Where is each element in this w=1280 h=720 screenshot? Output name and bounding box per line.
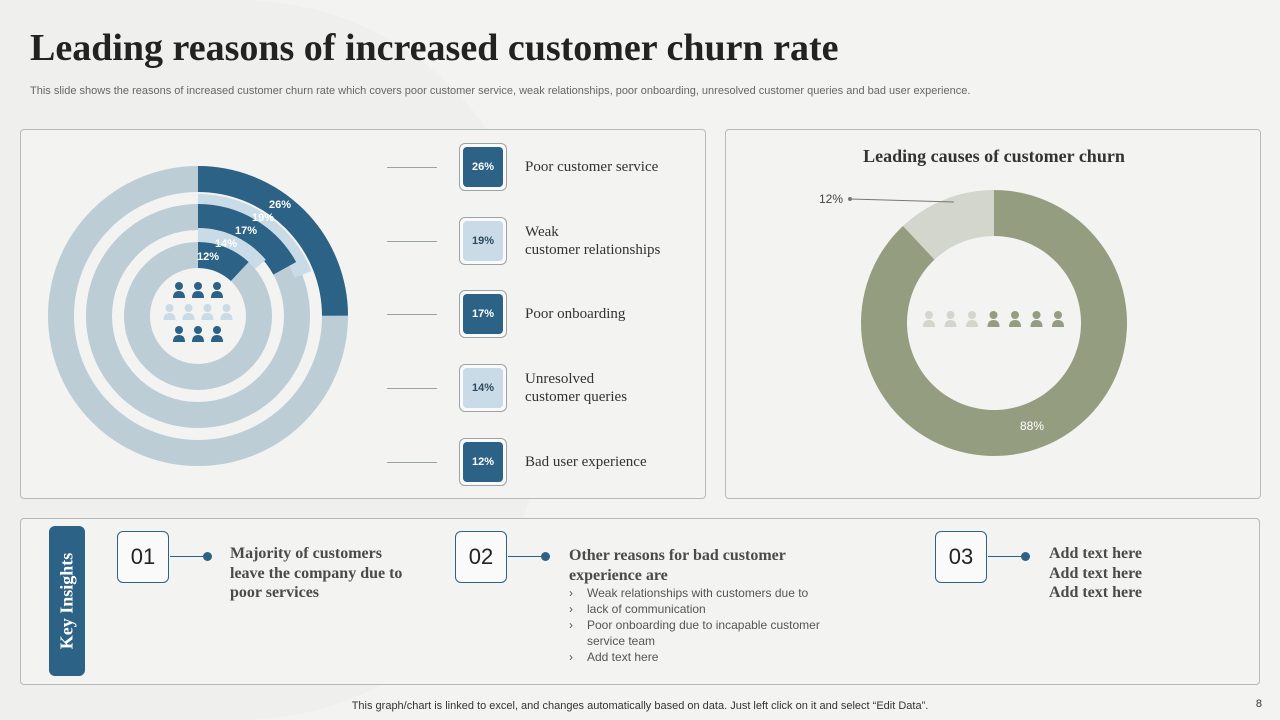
legend-row: 19% Weak customer relationships xyxy=(387,217,695,265)
radial-bar-2[interactable] xyxy=(197,194,312,278)
radial-bar-5[interactable] xyxy=(197,242,249,282)
page-title: Leading reasons of increased customer ch… xyxy=(30,27,839,69)
legend-badge-frame: 17% xyxy=(459,290,507,338)
insight-number-01: 01 xyxy=(117,531,169,583)
radial-label: 14% xyxy=(215,238,237,250)
key-insights-heading: Key Insights xyxy=(56,552,77,650)
insight-dot xyxy=(541,552,550,561)
radial-label: 19% xyxy=(252,212,274,224)
legend-badge: 17% xyxy=(463,294,503,334)
radial-label: 12% xyxy=(197,251,219,263)
legend-badge: 26% xyxy=(463,147,503,187)
bullet-item: Poor onboarding due to incapable custome… xyxy=(569,617,859,649)
insight-connector xyxy=(988,556,1024,557)
radial-bar-4[interactable] xyxy=(197,228,266,270)
bullet-item: lack of communication xyxy=(569,601,869,617)
legend-row: 12% Bad user experience xyxy=(387,438,695,486)
legend-row: 17% Poor onboarding xyxy=(387,290,695,338)
radial-label: 17% xyxy=(235,225,257,237)
person-icon xyxy=(923,311,935,327)
insight-dot xyxy=(203,552,212,561)
legend-label: Bad user experience xyxy=(525,454,647,470)
bullet-item: Weak relationships with customers due to xyxy=(569,585,869,601)
legend-badge-frame: 19% xyxy=(459,217,507,265)
insight-text-02: Other reasons for bad customer experienc… xyxy=(569,547,786,584)
legend-line xyxy=(387,461,437,463)
person-icon xyxy=(173,326,185,342)
donut-label-1: 12% xyxy=(819,192,843,206)
legend-line xyxy=(387,240,437,242)
donut-slice-2[interactable] xyxy=(861,190,1127,456)
person-icon xyxy=(201,304,214,320)
radial-chart-panel: 26% 19% 17% 14% 12% 26% Poor customer servic… xyxy=(20,129,706,499)
donut-chart-panel: Leading causes of customer churn 12% 88% xyxy=(725,129,1261,499)
insight-number-02: 02 xyxy=(455,531,507,583)
donut-leader-line xyxy=(849,198,955,203)
page-number: 8 xyxy=(1255,698,1262,710)
radial-bar-1[interactable] xyxy=(197,166,348,316)
insight-dot xyxy=(1021,552,1030,561)
footer-note: This graph/chart is linked to excel, and… xyxy=(351,700,929,712)
insight-text-01: Majority of customers leave the company … xyxy=(230,545,403,601)
legend-row: 14% Unresolved customer queries xyxy=(387,364,695,412)
person-icon xyxy=(211,326,223,342)
donut-leader-dot xyxy=(848,197,852,201)
insight-bullets-02: Weak relationships with customers due to… xyxy=(569,585,869,665)
person-icon xyxy=(163,304,176,320)
legend-badge: 19% xyxy=(463,221,503,261)
radial-bar-3[interactable] xyxy=(197,204,297,275)
person-icon xyxy=(211,282,223,298)
person-icon xyxy=(1052,311,1064,327)
legend-label: Poor onboarding xyxy=(525,306,626,322)
donut-chart[interactable]: 12% 88% xyxy=(726,170,1262,500)
person-icon xyxy=(966,311,978,327)
radial-bar-chart[interactable]: 26%19%17%14%12% xyxy=(31,146,371,486)
legend-line xyxy=(387,387,437,389)
legend-line xyxy=(387,313,437,315)
legend-line xyxy=(387,166,437,168)
legend-label: Unresolved customer queries xyxy=(525,371,628,405)
key-insights-tab: Key Insights xyxy=(49,526,85,676)
donut-slice-1[interactable] xyxy=(902,190,994,260)
donut-chart-title: Leading causes of customer churn xyxy=(863,146,1125,166)
legend-label: Poor customer service xyxy=(525,159,659,175)
donut-label-2: 88% xyxy=(1020,419,1044,433)
legend-badge-frame: 14% xyxy=(459,364,507,412)
person-icon xyxy=(173,282,185,298)
person-icon xyxy=(220,304,233,320)
legend-badge-frame: 12% xyxy=(459,438,507,486)
legend-badge: 14% xyxy=(463,368,503,408)
legend-badge-frame: 26% xyxy=(459,143,507,191)
legend-row: 26% Poor customer service xyxy=(387,143,695,191)
legend-badge: 12% xyxy=(463,442,503,482)
key-insights-panel: Key Insights 01 Majority of customers le… xyxy=(20,518,1260,685)
person-icon xyxy=(987,311,1000,327)
radial-label: 26% xyxy=(269,199,291,211)
person-icon xyxy=(182,304,195,320)
page-subtitle: This slide shows the reasons of increase… xyxy=(30,85,971,97)
bullet-item: Add text here xyxy=(569,649,869,665)
person-icon xyxy=(192,326,204,342)
insight-connector xyxy=(508,556,544,557)
person-icon xyxy=(1030,311,1043,327)
insight-number-03: 03 xyxy=(935,531,987,583)
legend-label: Weak customer relationships xyxy=(525,224,661,258)
person-icon xyxy=(192,282,204,298)
insight-text-03: Add text here Add text here Add text her… xyxy=(1049,545,1143,601)
person-icon xyxy=(1009,311,1021,327)
person-icon xyxy=(944,311,957,327)
insight-connector xyxy=(170,556,206,557)
ring-track xyxy=(124,242,272,390)
